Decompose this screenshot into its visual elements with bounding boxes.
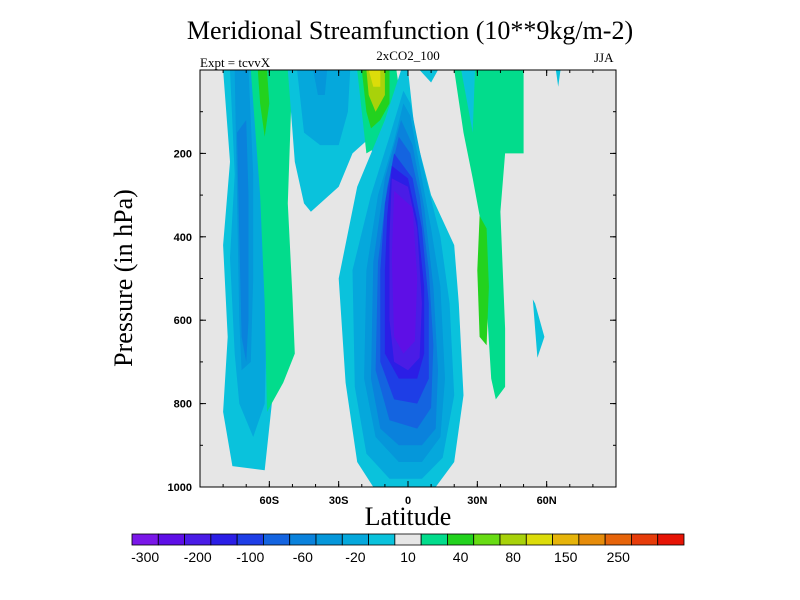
colorbar-label: -100 <box>236 549 264 565</box>
colorbar-label: 40 <box>453 549 469 565</box>
colorbar-swatch <box>368 533 396 546</box>
colorbar-swatch <box>315 533 343 546</box>
y-tick-label: 1000 <box>168 482 192 494</box>
y-tick-label: 400 <box>174 232 192 244</box>
x-tick-label: 60S <box>260 495 280 507</box>
contour-region-22 <box>419 70 438 83</box>
colorbar-swatch <box>184 533 212 546</box>
chart-title: Meridional Streamfunction (10**9kg/m-2) <box>186 16 634 45</box>
colorbar-label: 150 <box>554 549 578 565</box>
chart-subtitle: 2xCO2_100 <box>376 48 440 63</box>
colorbar-swatch <box>631 533 659 546</box>
x-tick-label: 60N <box>537 495 557 507</box>
colorbar-swatch <box>157 533 185 546</box>
colorbar-swatch <box>263 533 291 546</box>
axis-ticks: 60S 30S 0 30N 60N 200 400 600 800 1000 <box>168 70 616 507</box>
colorbar-label: 250 <box>607 549 631 565</box>
colorbar-swatch <box>341 533 369 546</box>
y-tick-label: 200 <box>174 148 192 160</box>
colorbar-label: -20 <box>345 549 365 565</box>
x-tick-label: 0 <box>405 495 411 507</box>
contour-region-5 <box>257 70 270 137</box>
contour-region-21 <box>391 190 418 354</box>
colorbar-swatch <box>131 533 159 546</box>
colorbar-swatch <box>447 533 475 546</box>
colorbar-swatch <box>578 533 606 546</box>
colorbar-swatch <box>552 533 580 546</box>
contour-region-4 <box>250 70 295 412</box>
contour-region-3 <box>237 120 249 362</box>
contour-region-24 <box>477 215 489 346</box>
x-axis-label: Latitude <box>364 502 452 531</box>
contour-region-12 <box>368 70 381 87</box>
contour-region-26 <box>532 299 545 358</box>
experiment-annotation: Expt = tcvvX <box>200 55 271 70</box>
colorbar-swatch <box>604 533 632 546</box>
colorbar-swatch <box>420 533 448 546</box>
colorbar-label: -200 <box>184 549 212 565</box>
contour-region-7 <box>297 70 351 146</box>
contour-region-25 <box>461 70 475 133</box>
contour-region-23 <box>454 70 524 400</box>
colorbar-label: 10 <box>400 549 416 565</box>
colorbar-swatch <box>236 533 264 546</box>
y-tick-label: 800 <box>174 399 192 411</box>
colorbar-label: 80 <box>505 549 521 565</box>
colorbar-swatch <box>657 533 685 546</box>
contour-region-8 <box>313 70 328 95</box>
colorbar-swatch <box>394 533 422 546</box>
y-tick-label: 600 <box>174 315 192 327</box>
colorbar-label: -300 <box>131 549 159 565</box>
colorbar-swatch <box>499 533 527 546</box>
contour-fills <box>223 70 561 487</box>
colorbar-swatch <box>525 533 553 546</box>
colorbar-label: -60 <box>293 549 313 565</box>
colorbar-swatch <box>210 533 238 546</box>
contour-region-27 <box>555 70 561 87</box>
x-tick-label: 30N <box>467 495 487 507</box>
colorbar-swatch <box>473 533 501 546</box>
season-annotation: JJA <box>594 50 614 65</box>
x-tick-label: 30S <box>329 495 349 507</box>
colorbar: -300 -200 -100 -60 -20 10 40 80 150 250 <box>131 533 685 565</box>
colorbar-swatch <box>289 533 317 546</box>
